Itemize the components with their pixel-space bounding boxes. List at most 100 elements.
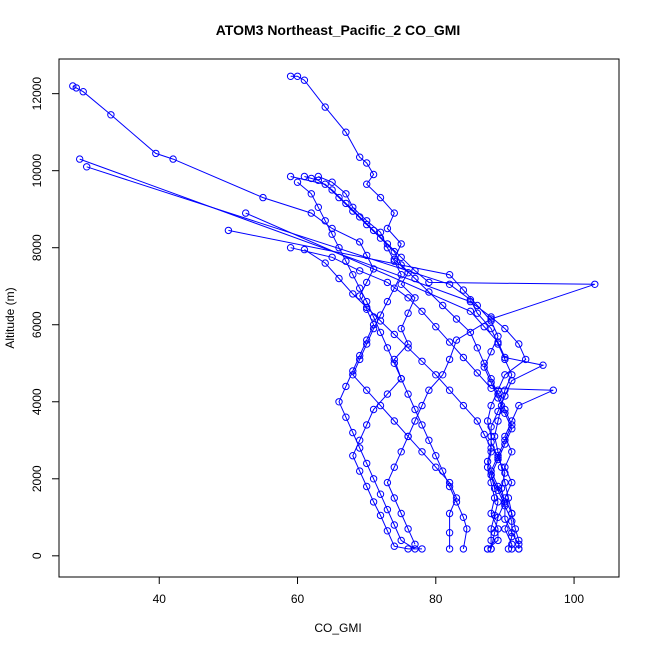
data-point	[463, 525, 471, 533]
data-point	[501, 463, 509, 471]
data-point	[404, 344, 412, 352]
data-point	[501, 324, 509, 333]
data-point	[494, 338, 502, 346]
data-point	[508, 371, 516, 379]
data-point	[501, 436, 509, 444]
data-point	[404, 525, 412, 533]
data-point	[466, 328, 475, 337]
data-point	[494, 448, 502, 456]
data-point	[487, 432, 495, 441]
chart-title: ATOM3 Northeast_Pacific_2 CO_GMI	[216, 22, 461, 38]
data-point	[363, 305, 371, 313]
data-point	[508, 545, 516, 553]
data-point	[307, 209, 315, 217]
series-line-3	[79, 158, 527, 550]
data-point	[490, 511, 499, 520]
data-point	[349, 207, 357, 215]
data-point	[508, 376, 516, 385]
data-point	[411, 267, 419, 275]
data-point	[501, 525, 509, 533]
data-point	[466, 297, 475, 306]
y-tick-label: 12000	[30, 77, 44, 111]
data-point	[473, 417, 481, 425]
data-point	[515, 545, 523, 553]
data-point	[522, 355, 530, 364]
data-point	[445, 386, 454, 394]
data-point	[483, 417, 492, 425]
data-point	[328, 253, 336, 261]
data-point	[356, 267, 364, 275]
x-tick-label: 80	[429, 592, 443, 606]
data-point	[383, 344, 392, 352]
data-point	[418, 448, 426, 456]
data-point	[363, 159, 371, 167]
series-lines	[72, 75, 595, 550]
data-point	[356, 238, 364, 246]
data-point	[549, 386, 557, 394]
data-point	[494, 340, 502, 348]
data-point	[79, 88, 87, 96]
data-point	[314, 203, 322, 212]
data-point	[397, 324, 405, 333]
data-point	[501, 500, 509, 508]
x-tick-label: 40	[153, 592, 167, 606]
data-point	[501, 355, 509, 364]
data-point	[487, 444, 495, 452]
data-point	[356, 444, 364, 452]
data-point	[494, 407, 502, 416]
data-point	[418, 401, 426, 410]
data-point	[487, 315, 495, 323]
data-point	[501, 405, 509, 414]
data-point	[356, 292, 364, 300]
data-point	[411, 405, 419, 414]
data-point	[259, 193, 267, 202]
data-point	[487, 384, 495, 392]
data-point	[363, 482, 371, 491]
data-point	[397, 509, 405, 518]
data-point	[459, 401, 468, 410]
data-point	[356, 436, 364, 444]
data-point	[418, 545, 426, 553]
data-point	[445, 355, 454, 364]
data-point	[76, 155, 84, 163]
data-point	[501, 386, 509, 394]
data-point	[501, 440, 509, 448]
data-point	[369, 475, 378, 483]
y-tick-label: 6000	[30, 311, 44, 338]
data-point	[307, 174, 315, 183]
data-point	[490, 432, 499, 441]
data-point	[335, 398, 343, 406]
data-point	[445, 509, 454, 518]
series-line-2	[72, 85, 416, 550]
data-point	[356, 355, 364, 364]
data-point	[480, 359, 488, 367]
data-point	[439, 301, 447, 310]
data-point	[342, 199, 350, 208]
data-point	[404, 432, 412, 441]
data-point	[508, 517, 516, 525]
data-point	[483, 457, 492, 466]
data-point	[404, 309, 412, 317]
data-point	[494, 332, 502, 340]
data-point	[480, 323, 488, 331]
data-point	[452, 498, 461, 506]
data-point	[383, 244, 392, 252]
x-axis-label: CO_GMI	[314, 621, 361, 635]
data-point	[376, 193, 385, 202]
data-point	[321, 259, 329, 267]
data-point	[508, 417, 516, 425]
data-point	[169, 155, 177, 163]
data-point	[445, 529, 454, 537]
data-point	[515, 340, 523, 348]
data-point	[356, 153, 364, 161]
data-point	[286, 244, 295, 252]
series-line-1	[290, 75, 422, 550]
data-point	[328, 186, 336, 194]
data-point	[363, 217, 371, 225]
data-point	[342, 257, 350, 265]
data-point	[487, 313, 495, 321]
data-point	[376, 401, 385, 410]
data-point	[328, 178, 336, 186]
data-point	[369, 313, 378, 321]
